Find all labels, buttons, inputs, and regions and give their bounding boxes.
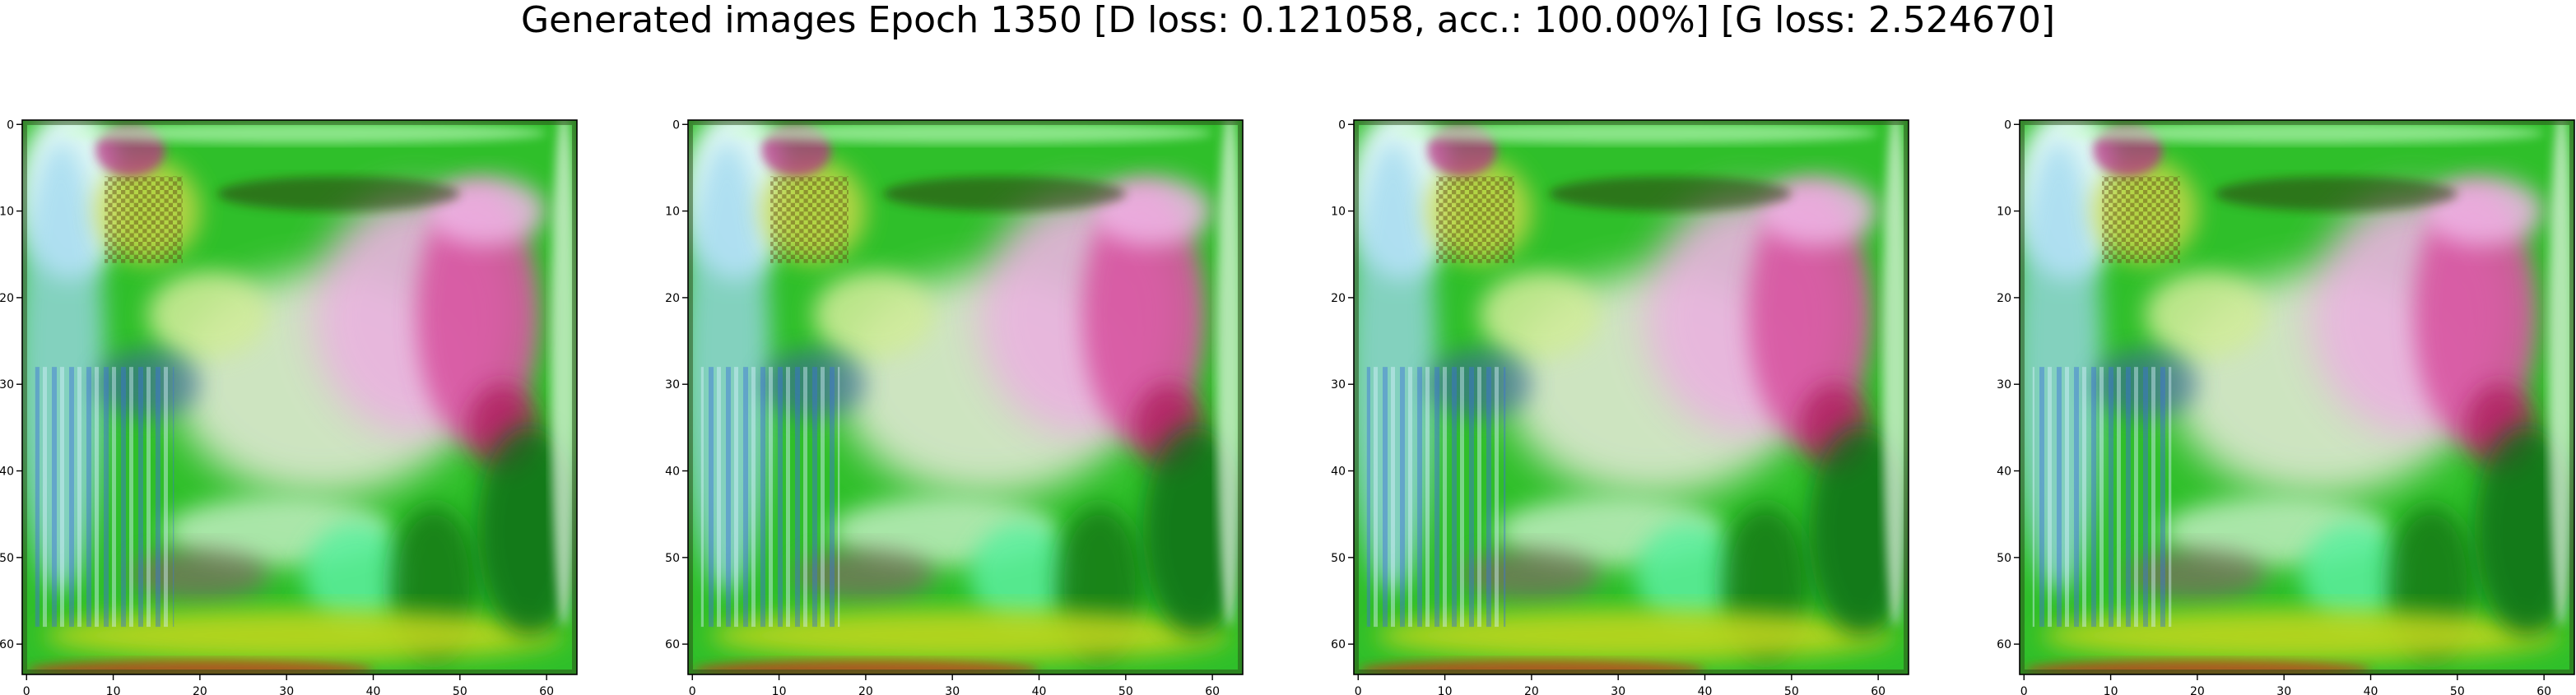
x-tick-label: 10 (1438, 685, 1453, 695)
x-tick-label: 10 (2104, 685, 2118, 695)
y-tick-label: 20 (0, 292, 14, 305)
y-tick-label: 0 (2004, 118, 2011, 132)
y-tick-label: 30 (0, 378, 14, 392)
y-tick-label: 10 (0, 206, 14, 219)
x-tick-label: 40 (1698, 685, 1713, 695)
subplot-1: 0 10 20 30 40 50 60 0 10 20 30 40 50 60 (0, 118, 578, 695)
y-tick-label: 40 (665, 466, 680, 479)
y-tick-label: 20 (1997, 292, 2011, 305)
x-tick-label: 0 (23, 685, 30, 695)
x-tick-label: 60 (1871, 685, 1886, 695)
y-tick-label: 0 (7, 118, 14, 132)
y-tick-label: 10 (1331, 206, 1346, 219)
axes-frame (21, 119, 578, 675)
y-tick-label: 10 (665, 206, 680, 219)
y-tick-label: 50 (0, 552, 14, 565)
x-tick-label: 50 (453, 685, 467, 695)
axes-frame (2019, 119, 2575, 675)
figure-title: Generated images Epoch 1350 [D loss: 0.1… (520, 0, 2056, 41)
x-tick-label: 30 (279, 685, 294, 695)
y-tick-label: 30 (1997, 378, 2011, 392)
x-tick-label: 50 (1784, 685, 1799, 695)
x-tick-label: 40 (2364, 685, 2378, 695)
y-tick-label: 50 (665, 552, 680, 565)
y-tick-label: 60 (1331, 638, 1346, 651)
x-tick-label: 30 (1611, 685, 1625, 695)
x-tick-label: 0 (2020, 685, 2028, 695)
subplot-2: 0 10 20 30 40 50 60 0 10 20 30 40 50 60 (665, 118, 1244, 695)
generated-image (22, 120, 577, 674)
x-tick-label: 50 (1118, 685, 1133, 695)
x-tick-label: 60 (2536, 685, 2551, 695)
y-tick-label: 50 (1997, 552, 2011, 565)
y-tick-label: 60 (665, 638, 680, 651)
subplot-4: 0 10 20 30 40 50 60 0 10 20 30 40 50 60 (1997, 118, 2575, 695)
y-tick-label: 50 (1331, 552, 1346, 565)
x-tick-label: 60 (1205, 685, 1220, 695)
x-tick-label: 40 (366, 685, 381, 695)
y-tick-label: 0 (672, 118, 680, 132)
x-tick-label: 30 (2276, 685, 2291, 695)
x-tick-label: 60 (539, 685, 554, 695)
y-tick-label: 20 (1331, 292, 1346, 305)
subplot-3: 0 10 20 30 40 50 60 0 10 20 30 40 50 60 (1331, 118, 1909, 695)
y-tick-label: 0 (1338, 118, 1346, 132)
generated-image (2020, 120, 2574, 674)
x-tick-label: 0 (689, 685, 696, 695)
generated-image (1354, 120, 1909, 674)
x-tick-label: 50 (2450, 685, 2465, 695)
y-tick-label: 40 (0, 466, 14, 479)
axes-frame (1353, 119, 1909, 675)
x-tick-label: 30 (945, 685, 960, 695)
y-tick-label: 40 (1997, 466, 2011, 479)
x-tick-label: 10 (772, 685, 787, 695)
x-tick-label: 20 (858, 685, 873, 695)
x-tick-label: 10 (106, 685, 121, 695)
x-tick-label: 0 (1355, 685, 1362, 695)
x-tick-label: 20 (2190, 685, 2205, 695)
generated-image (688, 120, 1243, 674)
x-tick-label: 40 (1032, 685, 1047, 695)
y-tick-label: 60 (0, 638, 14, 651)
x-tick-label: 20 (1524, 685, 1539, 695)
y-tick-label: 30 (665, 378, 680, 392)
y-tick-label: 10 (1997, 206, 2011, 219)
y-tick-label: 60 (1997, 638, 2011, 651)
axes-frame (687, 119, 1244, 675)
y-tick-label: 40 (1331, 466, 1346, 479)
y-tick-label: 20 (665, 292, 680, 305)
y-tick-label: 30 (1331, 378, 1346, 392)
x-tick-label: 20 (193, 685, 207, 695)
